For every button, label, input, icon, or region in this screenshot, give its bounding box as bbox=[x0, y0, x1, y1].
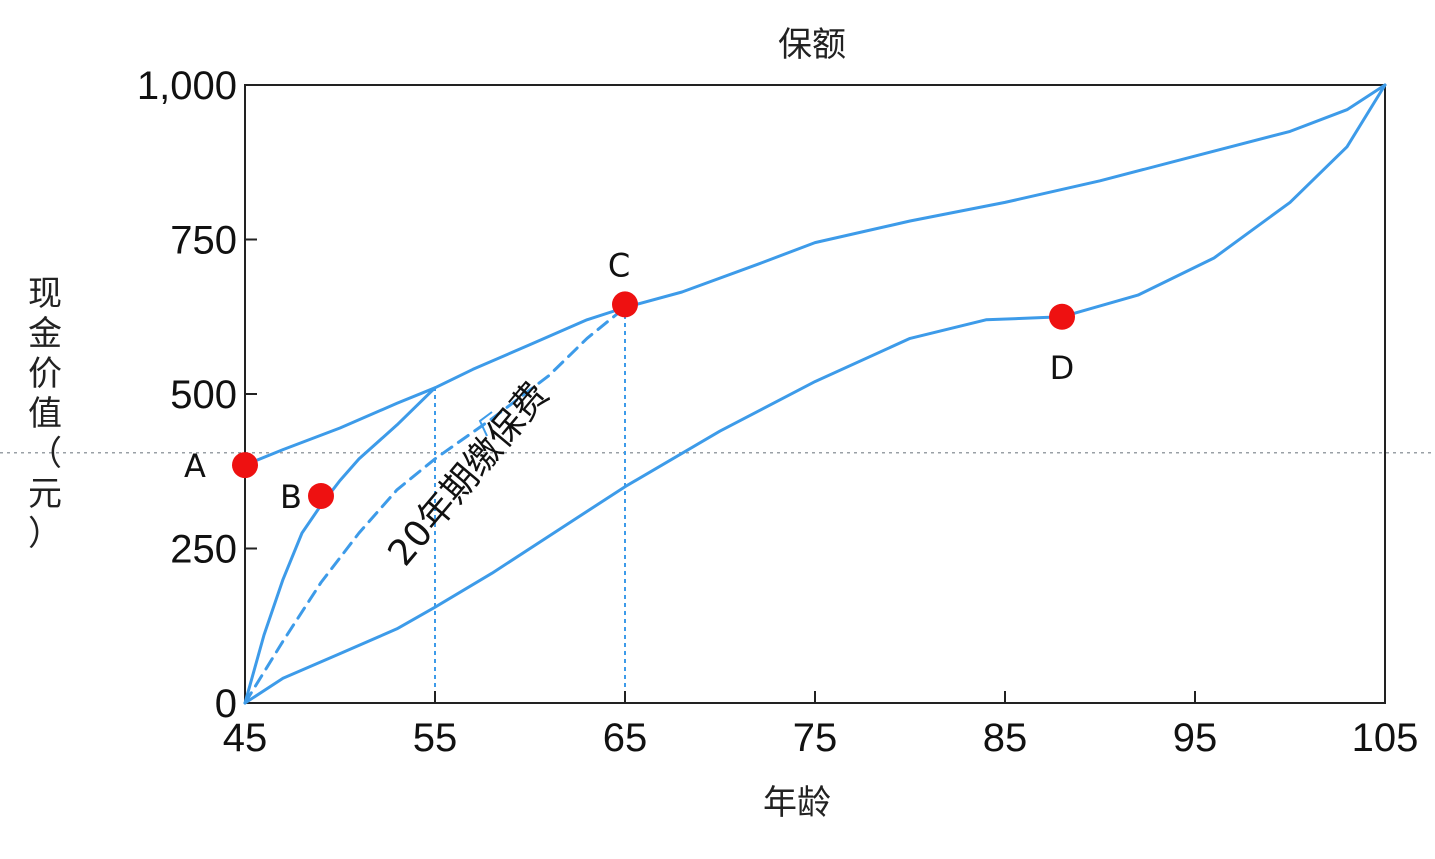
premium-annotation: 20年期缴保费 bbox=[380, 374, 557, 573]
series-line-1 bbox=[243, 83, 1387, 467]
x-ticks: 45 55 65 75 85 95 105 bbox=[223, 691, 1419, 760]
x-tick-label-45: 45 bbox=[223, 716, 268, 760]
y-tick-label-750: 750 bbox=[170, 219, 237, 263]
reference-lines bbox=[0, 304, 1435, 703]
x-tick-label-75: 75 bbox=[793, 716, 838, 760]
point-label-C: C bbox=[608, 246, 630, 284]
x-axis-label: 年龄 bbox=[763, 783, 831, 823]
annotation-bracket bbox=[478, 411, 493, 437]
point-label-A: A bbox=[184, 447, 206, 485]
y-tick-label-250: 250 bbox=[170, 528, 237, 572]
y-tick-label-500: 500 bbox=[170, 373, 237, 417]
point-label-D: D bbox=[1050, 349, 1075, 387]
y-tick-label-0: 0 bbox=[215, 682, 237, 726]
y-ticks: 0 250 500 750 1,000 bbox=[137, 64, 257, 726]
data-point-C bbox=[612, 291, 638, 318]
data-point-A bbox=[232, 452, 258, 479]
x-tick-label-95: 95 bbox=[1173, 716, 1218, 760]
data-points: A B C D bbox=[184, 246, 1075, 516]
data-point-D bbox=[1049, 303, 1075, 330]
x-tick-label-105: 105 bbox=[1352, 716, 1419, 760]
chart-title: 保额 bbox=[778, 25, 846, 65]
point-label-B: B bbox=[280, 478, 302, 516]
x-tick-label-85: 85 bbox=[983, 716, 1028, 760]
y-axis-label: 现金价值（元） bbox=[28, 274, 62, 554]
x-tick-label-55: 55 bbox=[413, 716, 458, 760]
data-point-B bbox=[308, 482, 334, 509]
series-line-3 bbox=[243, 306, 627, 705]
x-tick-label-65: 65 bbox=[603, 716, 648, 760]
series-lines bbox=[243, 83, 1387, 705]
series-line-4 bbox=[243, 83, 1387, 705]
annotation-text: 20年期缴保费 bbox=[380, 374, 557, 573]
y-tick-label-1000: 1,000 bbox=[137, 64, 237, 108]
